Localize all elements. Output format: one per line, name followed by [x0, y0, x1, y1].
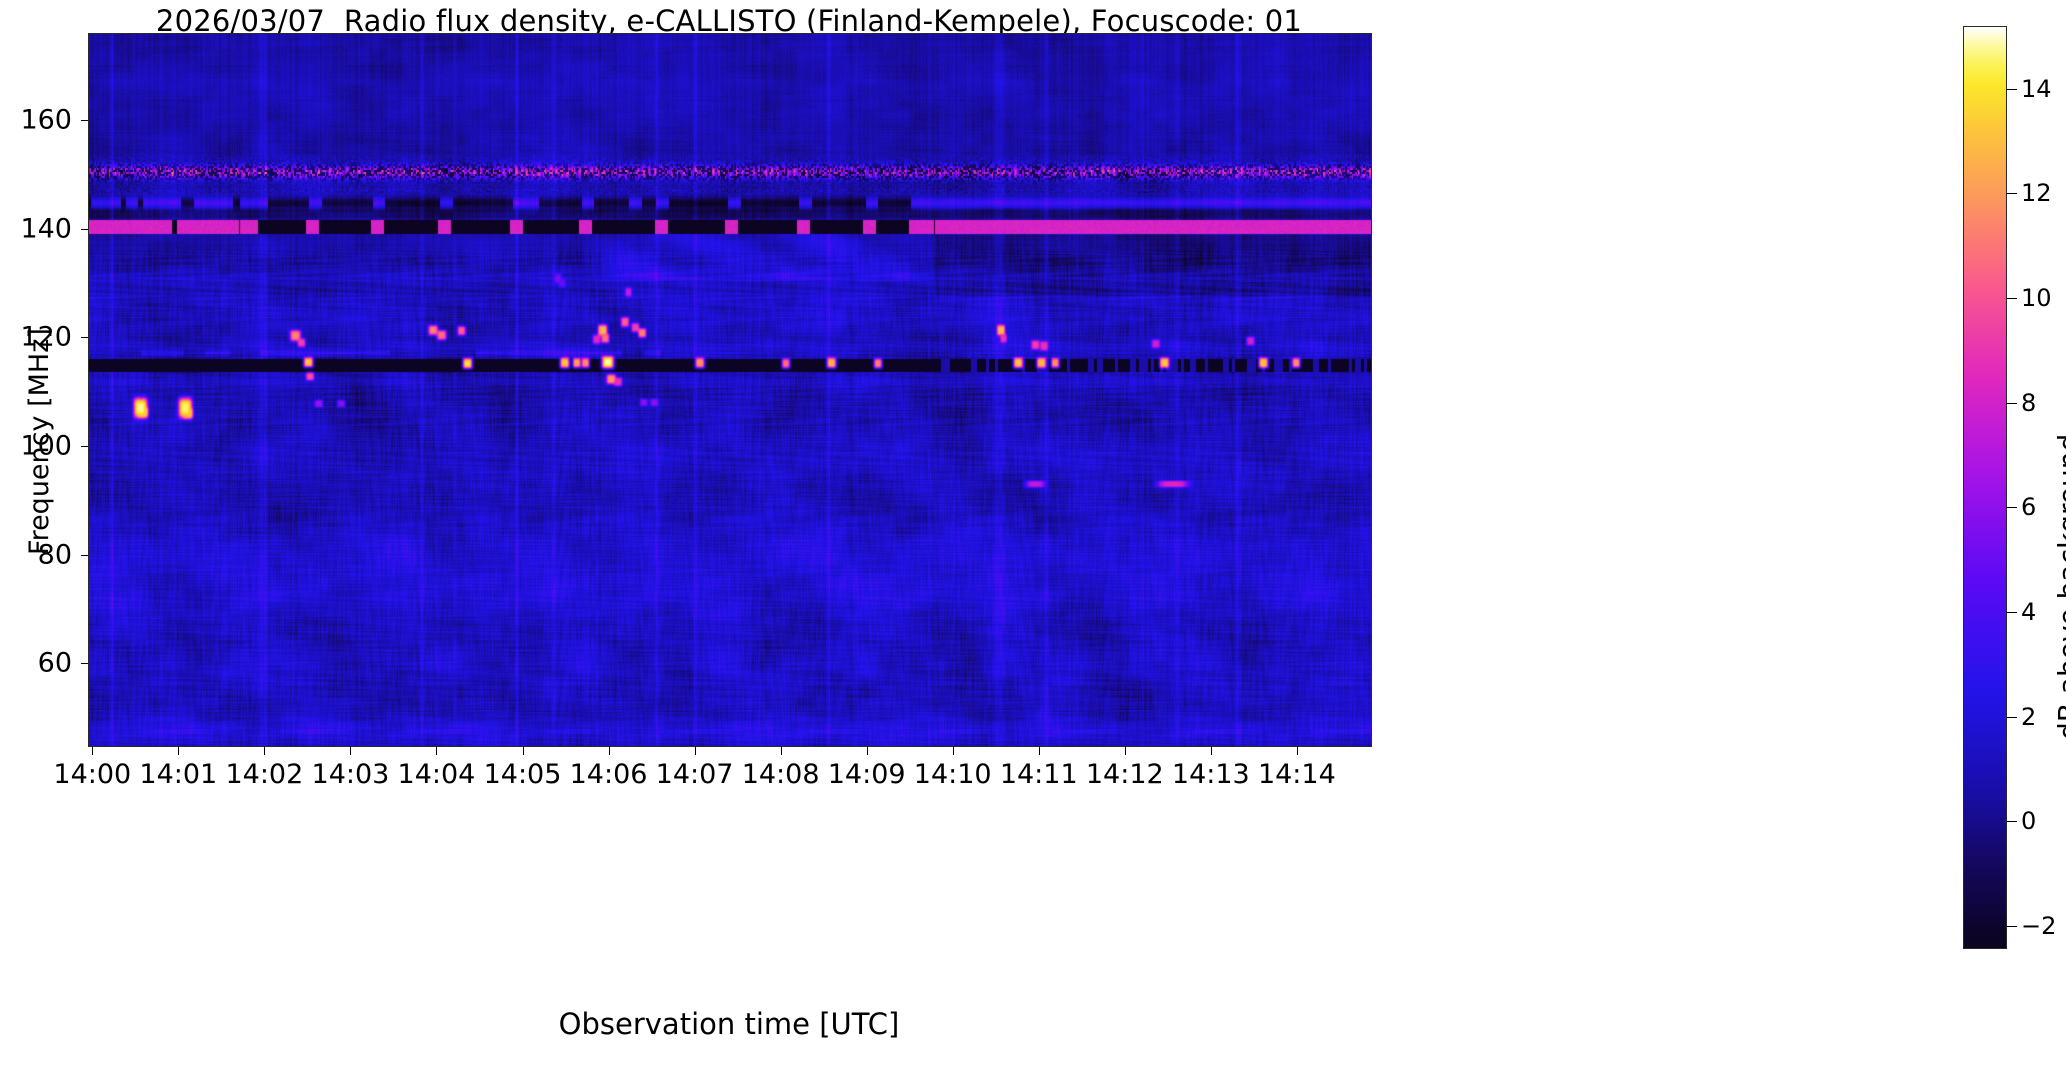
- x-tick: [608, 746, 610, 755]
- colorbar-tick: [2007, 298, 2017, 300]
- x-tick: [694, 746, 696, 755]
- y-tick: [81, 446, 88, 448]
- colorbar-tick: [2007, 716, 2017, 718]
- x-tick-label: 14:13: [1171, 759, 1250, 790]
- colorbar-tick: [2007, 821, 2017, 823]
- x-tick: [780, 746, 782, 755]
- y-axis-label: Frequency [MHz]: [24, 328, 55, 555]
- x-tick: [952, 746, 954, 755]
- y-tick: [81, 663, 88, 665]
- spectrogram-canvas: [89, 34, 1371, 746]
- colorbar-tick-label: 14: [2021, 74, 2052, 103]
- y-tick-label: 80: [37, 539, 72, 571]
- x-tick: [178, 746, 180, 755]
- y-tick-label: 120: [20, 321, 72, 353]
- x-tick-label: 14:01: [139, 759, 218, 790]
- x-tick-label: 14:10: [913, 759, 992, 790]
- colorbar-tick-label: 6: [2021, 493, 2037, 522]
- x-tick: [866, 746, 868, 755]
- colorbar-tick-label: −2: [2021, 912, 2057, 941]
- x-tick: [436, 746, 438, 755]
- x-tick-label: 14:05: [483, 759, 562, 790]
- x-tick: [264, 746, 266, 755]
- x-tick-label: 14:08: [741, 759, 820, 790]
- x-axis-label: Observation time [UTC]: [558, 1007, 900, 1041]
- colorbar-tick-label: 8: [2021, 388, 2037, 417]
- colorbar-tick-label: 12: [2021, 179, 2052, 208]
- colorbar[interactable]: [1963, 26, 2007, 949]
- colorbar-tick-label: 2: [2021, 702, 2037, 731]
- y-tick: [81, 554, 88, 556]
- y-tick-label: 60: [37, 647, 72, 679]
- spectrogram-plot-area[interactable]: [88, 33, 1372, 747]
- x-tick: [1038, 746, 1040, 755]
- y-tick-label: 160: [20, 104, 72, 136]
- colorbar-tick: [2007, 507, 2017, 509]
- x-tick-label: 14:03: [311, 759, 390, 790]
- x-tick-label: 14:14: [1257, 759, 1336, 790]
- colorbar-tick: [2007, 926, 2017, 928]
- x-tick-label: 14:09: [827, 759, 906, 790]
- colorbar-tick: [2007, 193, 2017, 195]
- x-tick: [350, 746, 352, 755]
- colorbar-tick-label: 4: [2021, 598, 2037, 627]
- colorbar-tick-label: 0: [2021, 807, 2037, 836]
- colorbar-tick: [2007, 402, 2017, 404]
- colorbar-gradient: [1964, 27, 2006, 948]
- y-tick: [81, 228, 88, 230]
- x-tick-label: 14:02: [225, 759, 304, 790]
- x-tick-label: 14:11: [999, 759, 1078, 790]
- y-tick: [81, 337, 88, 339]
- x-tick: [1124, 746, 1126, 755]
- colorbar-tick: [2007, 612, 2017, 614]
- x-tick-label: 14:07: [655, 759, 734, 790]
- y-tick-label: 100: [20, 430, 72, 462]
- x-tick-label: 14:12: [1085, 759, 1164, 790]
- x-tick: [522, 746, 524, 755]
- x-tick: [1210, 746, 1212, 755]
- x-tick: [1296, 746, 1298, 755]
- x-tick: [92, 746, 94, 755]
- chart-title: 2026/03/07 Radio flux density, e-CALLIST…: [155, 4, 1303, 38]
- colorbar-tick: [2007, 88, 2017, 90]
- x-tick-label: 14:00: [53, 759, 132, 790]
- y-tick: [81, 119, 88, 121]
- x-tick-label: 14:04: [397, 759, 476, 790]
- y-tick-label: 140: [20, 213, 72, 245]
- colorbar-label: dB above background: [2052, 433, 2066, 740]
- x-tick-label: 14:06: [569, 759, 648, 790]
- colorbar-tick-label: 10: [2021, 284, 2052, 313]
